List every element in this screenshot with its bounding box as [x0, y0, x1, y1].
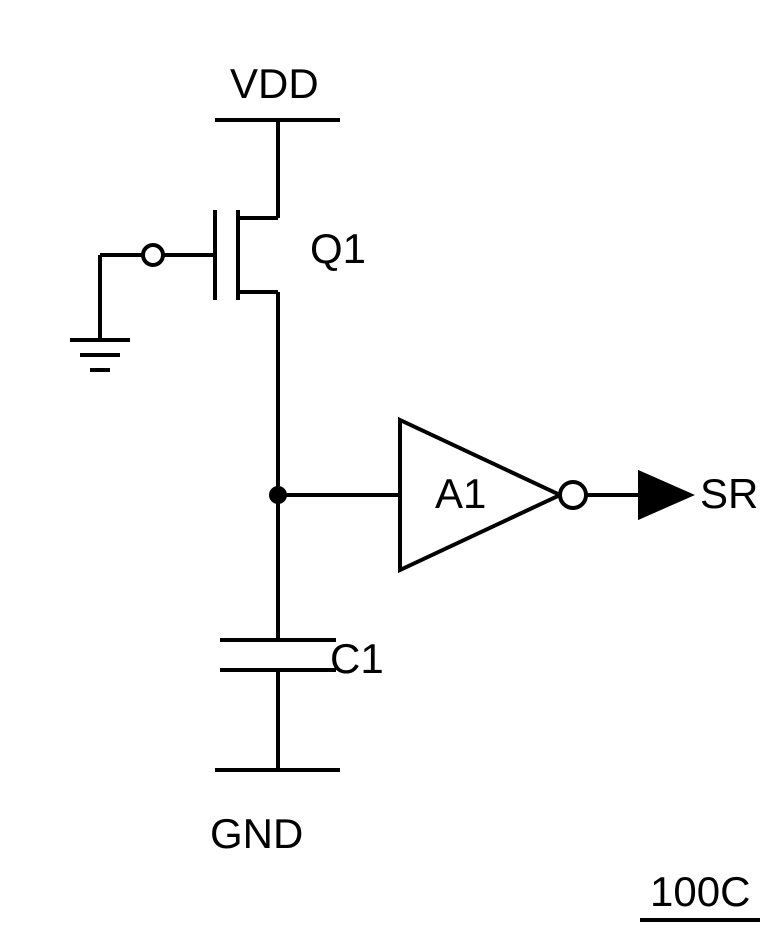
label-vdd: VDD	[230, 60, 319, 108]
ground-symbol-small	[70, 340, 130, 370]
capacitor-c1	[220, 640, 336, 670]
label-a1: A1	[435, 470, 486, 518]
label-q1: Q1	[310, 225, 366, 273]
circuit-diagram	[0, 0, 784, 933]
transistor-q1	[100, 200, 278, 340]
output-arrow	[640, 473, 690, 517]
label-c1: C1	[330, 635, 384, 683]
inverter-a1	[400, 420, 586, 570]
label-sr: SR	[700, 470, 758, 518]
label-gnd: GND	[210, 810, 303, 858]
label-figure-ref: 100C	[650, 868, 750, 916]
